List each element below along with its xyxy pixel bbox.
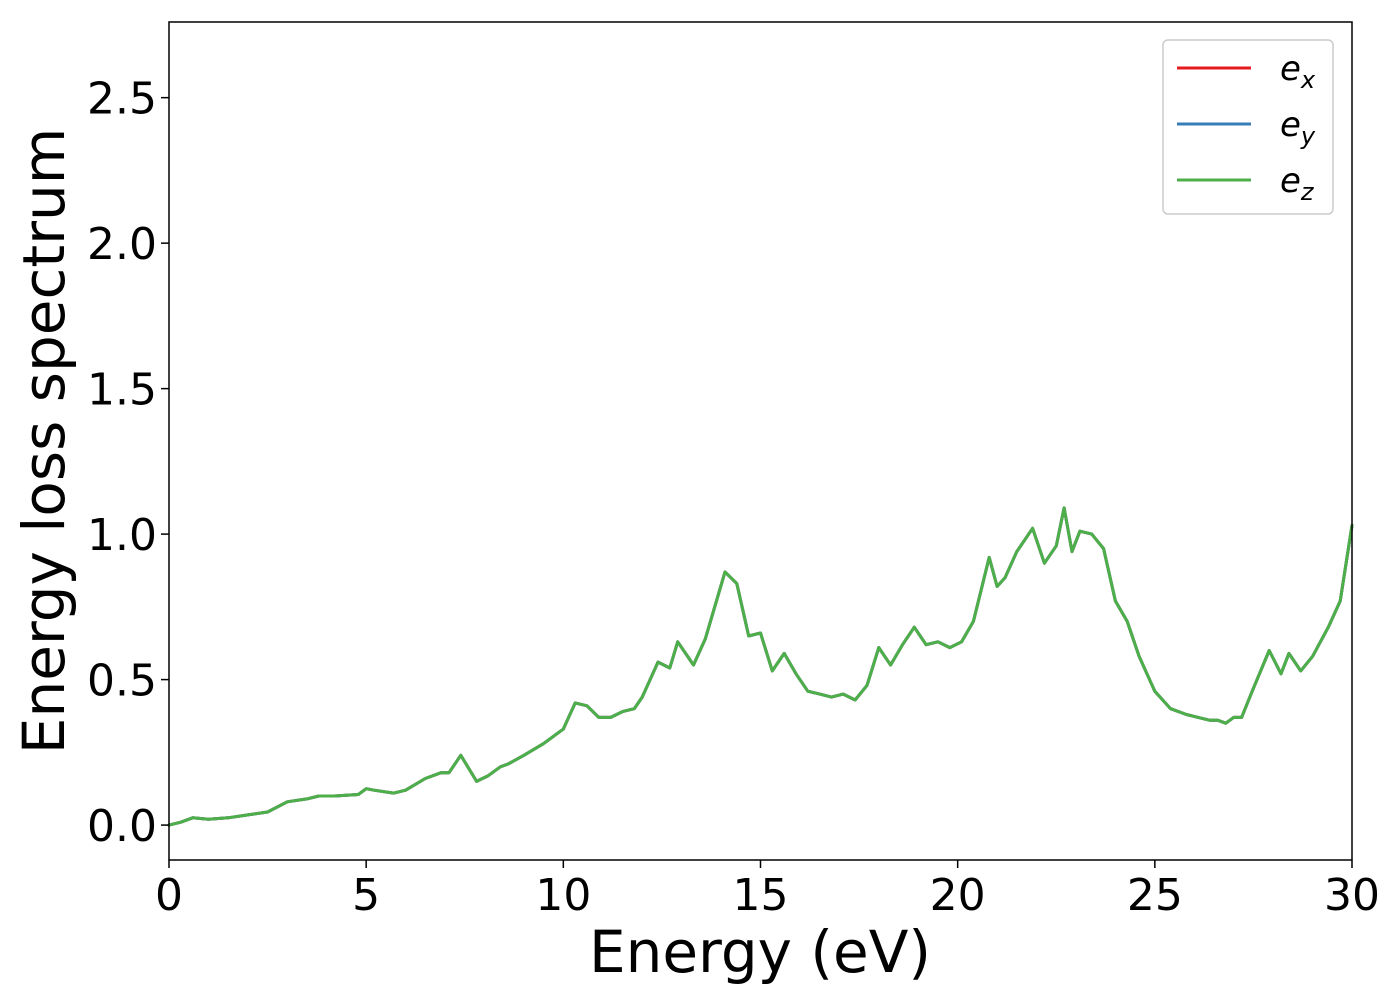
x-tick-label: 15 [733,870,789,921]
series-line-e-z [167,506,1354,827]
plot-background [169,22,1352,860]
legend-label-main: e [1280,161,1301,201]
x-tick-label: 20 [930,870,986,921]
x-tick-label: 10 [535,870,591,921]
x-axis: 0 5 10 15 20 25 30 [155,860,1380,921]
x-axis-title: Energy (eV) [589,918,931,986]
y-axis: 0.0 0.5 1.0 1.5 2.0 2.5 [87,74,169,852]
x-tick-label: 30 [1324,870,1380,921]
series-layer [167,506,1354,827]
legend-label-subscript: z [1300,178,1315,206]
legend-box [1162,39,1334,215]
legend-label-main: e [1280,49,1301,89]
y-tick-label: 1.0 [87,510,157,561]
legend-label-e-y: ey [1280,105,1316,150]
x-tick-label: 5 [352,870,380,921]
legend-label-main: e [1280,105,1301,145]
legend-label-subscript: y [1300,122,1316,150]
y-tick-label: 2.0 [87,219,157,270]
legend-label-e-x: ex [1280,49,1316,94]
y-tick-label: 1.5 [87,365,157,416]
y-tick-label: 0.5 [87,656,157,707]
y-tick-label: 0.0 [87,801,157,852]
y-tick-label: 2.5 [87,74,157,125]
x-tick-label: 0 [155,870,183,921]
legend-label-e-z: ez [1280,161,1315,206]
x-tick-label: 25 [1127,870,1183,921]
legend-label-subscript: x [1300,66,1316,94]
y-axis-title: Energy loss spectrum [10,128,78,754]
